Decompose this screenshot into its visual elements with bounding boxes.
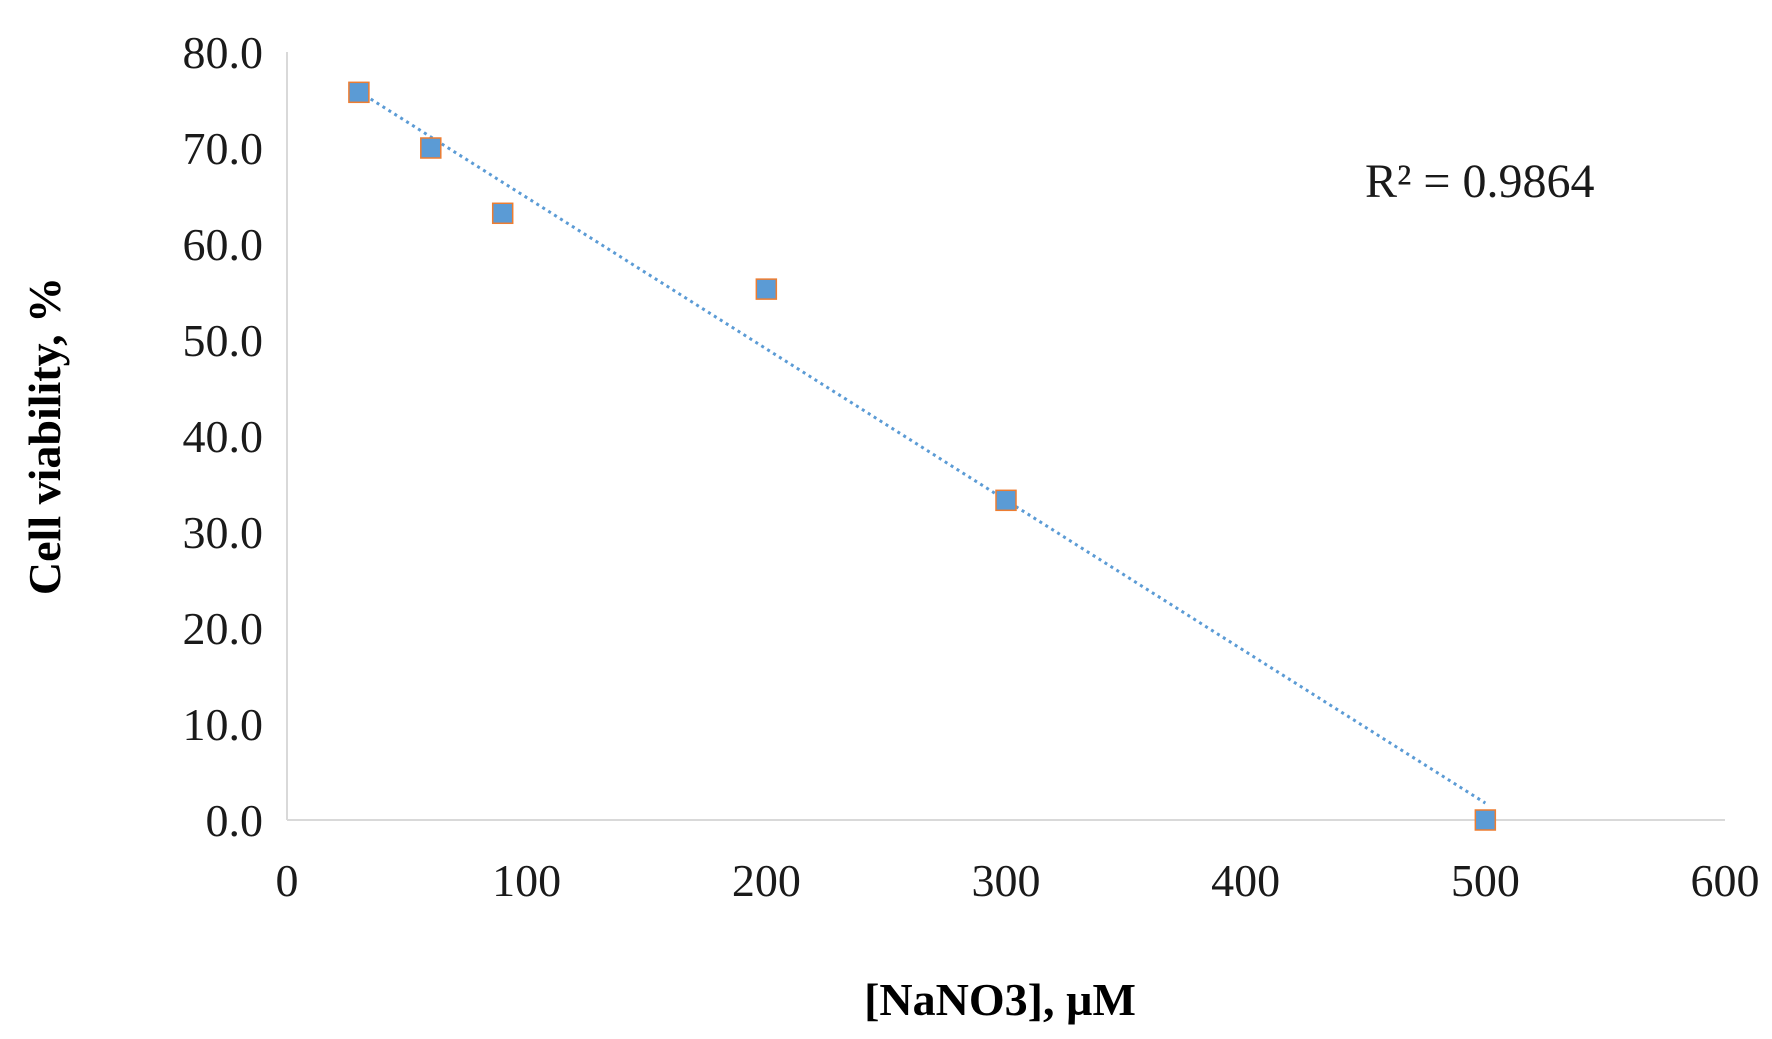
data-points	[348, 81, 1497, 831]
x-tick-label: 400	[1211, 855, 1280, 906]
x-tick-label: 600	[1691, 855, 1760, 906]
y-tick-label: 50.0	[183, 315, 264, 366]
y-tick-label: 10.0	[183, 699, 264, 750]
y-tick-label: 40.0	[183, 411, 264, 462]
trendline-layer	[358, 90, 1487, 805]
x-axis-title: [NaNO3], µM	[864, 974, 1136, 1025]
trendline	[358, 90, 1487, 805]
r-squared-annotation: R² = 0.9864	[1365, 155, 1594, 208]
data-point	[755, 278, 778, 300]
data-point	[348, 81, 370, 104]
data-point	[491, 202, 514, 225]
x-tick-label: 0	[276, 855, 299, 906]
data-point	[995, 489, 1017, 512]
y-tick-label: 70.0	[183, 123, 264, 174]
data-point	[420, 137, 442, 159]
x-tick-labels: 0 100 200 300 400 500 600	[276, 855, 1760, 906]
y-tick-label: 80.0	[183, 27, 264, 78]
y-tick-label: 60.0	[183, 219, 264, 270]
x-tick-label: 200	[732, 855, 801, 906]
x-tick-label: 100	[492, 855, 561, 906]
data-point	[1474, 809, 1497, 831]
x-tick-label: 500	[1451, 855, 1520, 906]
y-tick-label: 30.0	[183, 507, 264, 558]
y-tick-label: 0.0	[206, 795, 264, 846]
y-tick-labels: 0.0 10.0 20.0 30.0 40.0 50.0 60.0 70.0 80.0	[183, 27, 264, 846]
y-tick-label: 20.0	[183, 603, 264, 654]
y-axis-title: Cell viability, %	[19, 277, 70, 595]
x-tick-label: 300	[972, 855, 1041, 906]
